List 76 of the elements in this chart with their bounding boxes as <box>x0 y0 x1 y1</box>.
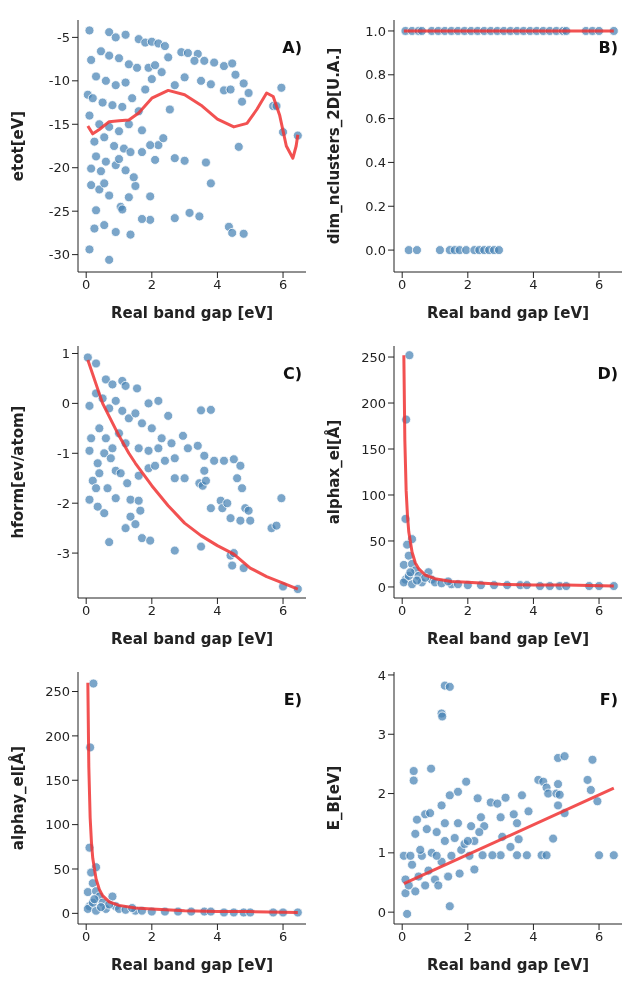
y-tick-label: 0.6 <box>365 111 386 127</box>
y-tick-label: 150 <box>361 441 386 457</box>
x-tick-label: 6 <box>278 277 288 293</box>
x-axis-title: Real band gap [eV] <box>426 956 590 974</box>
x-tick-label: 0 <box>398 277 407 293</box>
y-tick-label: 250 <box>45 684 70 700</box>
y-tick-label: 0 <box>377 904 386 920</box>
x-tick-label: 2 <box>147 929 156 945</box>
x-tick-label: 0 <box>82 277 91 293</box>
y-tick-label: 0.2 <box>365 198 386 214</box>
y-tick-label: 50 <box>369 533 386 549</box>
x-tick-label: 0 <box>398 603 407 619</box>
x-axis-title: Real band gap [eV] <box>110 630 274 648</box>
x-tick-label: 4 <box>213 929 222 945</box>
y-tick-label: -30 <box>48 247 70 263</box>
y-tick-label: 200 <box>361 395 386 411</box>
y-tick-label: 100 <box>45 817 70 833</box>
annotation: C) <box>282 364 302 383</box>
x-tick-label: 0 <box>82 929 91 945</box>
y-tick-label: 3 <box>377 726 386 742</box>
x-tick-label: 6 <box>594 929 604 945</box>
x-tick-label: 2 <box>147 277 156 293</box>
x-tick-label: 6 <box>594 603 604 619</box>
x-tick-label: 2 <box>463 277 472 293</box>
x-tick-label: 4 <box>529 929 538 945</box>
y-tick-label: 50 <box>53 861 70 877</box>
y-tick-label: -15 <box>48 116 70 132</box>
y-tick-label: 0 <box>61 396 70 411</box>
x-tick-label: 2 <box>463 929 472 945</box>
x-tick-label: 4 <box>529 277 538 293</box>
y-tick-label: 2 <box>377 786 386 802</box>
x-tick-label: 6 <box>278 929 288 945</box>
x-tick-label: 2 <box>463 603 472 619</box>
x-axis-title: Real band gap [eV] <box>426 304 590 322</box>
y-tick-label: 100 <box>361 487 386 503</box>
x-tick-label: 6 <box>278 603 288 619</box>
y-tick-label: -20 <box>48 160 70 176</box>
y-tick-label: 0 <box>61 905 70 921</box>
y-tick-label: -2 <box>57 495 70 511</box>
x-tick-label: 6 <box>594 277 604 293</box>
annotation: D) <box>597 364 618 383</box>
x-axis-title: Real band gap [eV] <box>110 304 274 322</box>
y-tick-label: 0.4 <box>365 155 386 171</box>
annotation: F) <box>599 690 618 709</box>
y-tick-label: 150 <box>45 772 70 788</box>
y-tick-label: -3 <box>57 545 70 561</box>
y-tick-label: -5 <box>57 29 70 45</box>
y-axis-title: alphax_el[Å] <box>324 419 344 525</box>
y-tick-label: 4 <box>377 667 386 683</box>
y-axis-title: dim_nclusters_2D[U.A.] <box>325 47 344 245</box>
annotation: E) <box>283 690 302 709</box>
y-tick-label: -10 <box>48 73 70 89</box>
y-tick-label: 0.8 <box>365 67 386 83</box>
x-tick-label: 4 <box>529 603 538 619</box>
y-tick-label: 0 <box>377 579 386 595</box>
x-tick-label: 0 <box>398 929 407 945</box>
y-tick-label: 1.0 <box>365 23 386 39</box>
x-axis-title: Real band gap [eV] <box>426 630 590 648</box>
x-axis-title: Real band gap [eV] <box>110 956 274 974</box>
y-tick-label: 0.0 <box>365 242 386 258</box>
y-tick-label: 250 <box>361 349 386 365</box>
y-axis-title: E_B[eV] <box>325 765 344 831</box>
y-tick-label: 1 <box>61 346 70 362</box>
annotation: B) <box>598 38 618 57</box>
y-tick-label: 1 <box>377 845 386 861</box>
x-tick-label: 2 <box>147 603 156 619</box>
x-tick-label: 4 <box>213 277 222 293</box>
y-tick-label: -1 <box>57 445 70 461</box>
y-axis-title: etot[eV] <box>9 110 28 182</box>
y-axis-title: alphay_el[Å] <box>8 745 28 851</box>
y-tick-label: -25 <box>48 203 70 219</box>
annotation: A) <box>282 38 302 57</box>
x-tick-label: 4 <box>213 603 222 619</box>
x-tick-label: 0 <box>82 603 91 619</box>
y-tick-label: 200 <box>45 728 70 744</box>
y-axis-title: hform[ev/atom] <box>9 405 28 539</box>
